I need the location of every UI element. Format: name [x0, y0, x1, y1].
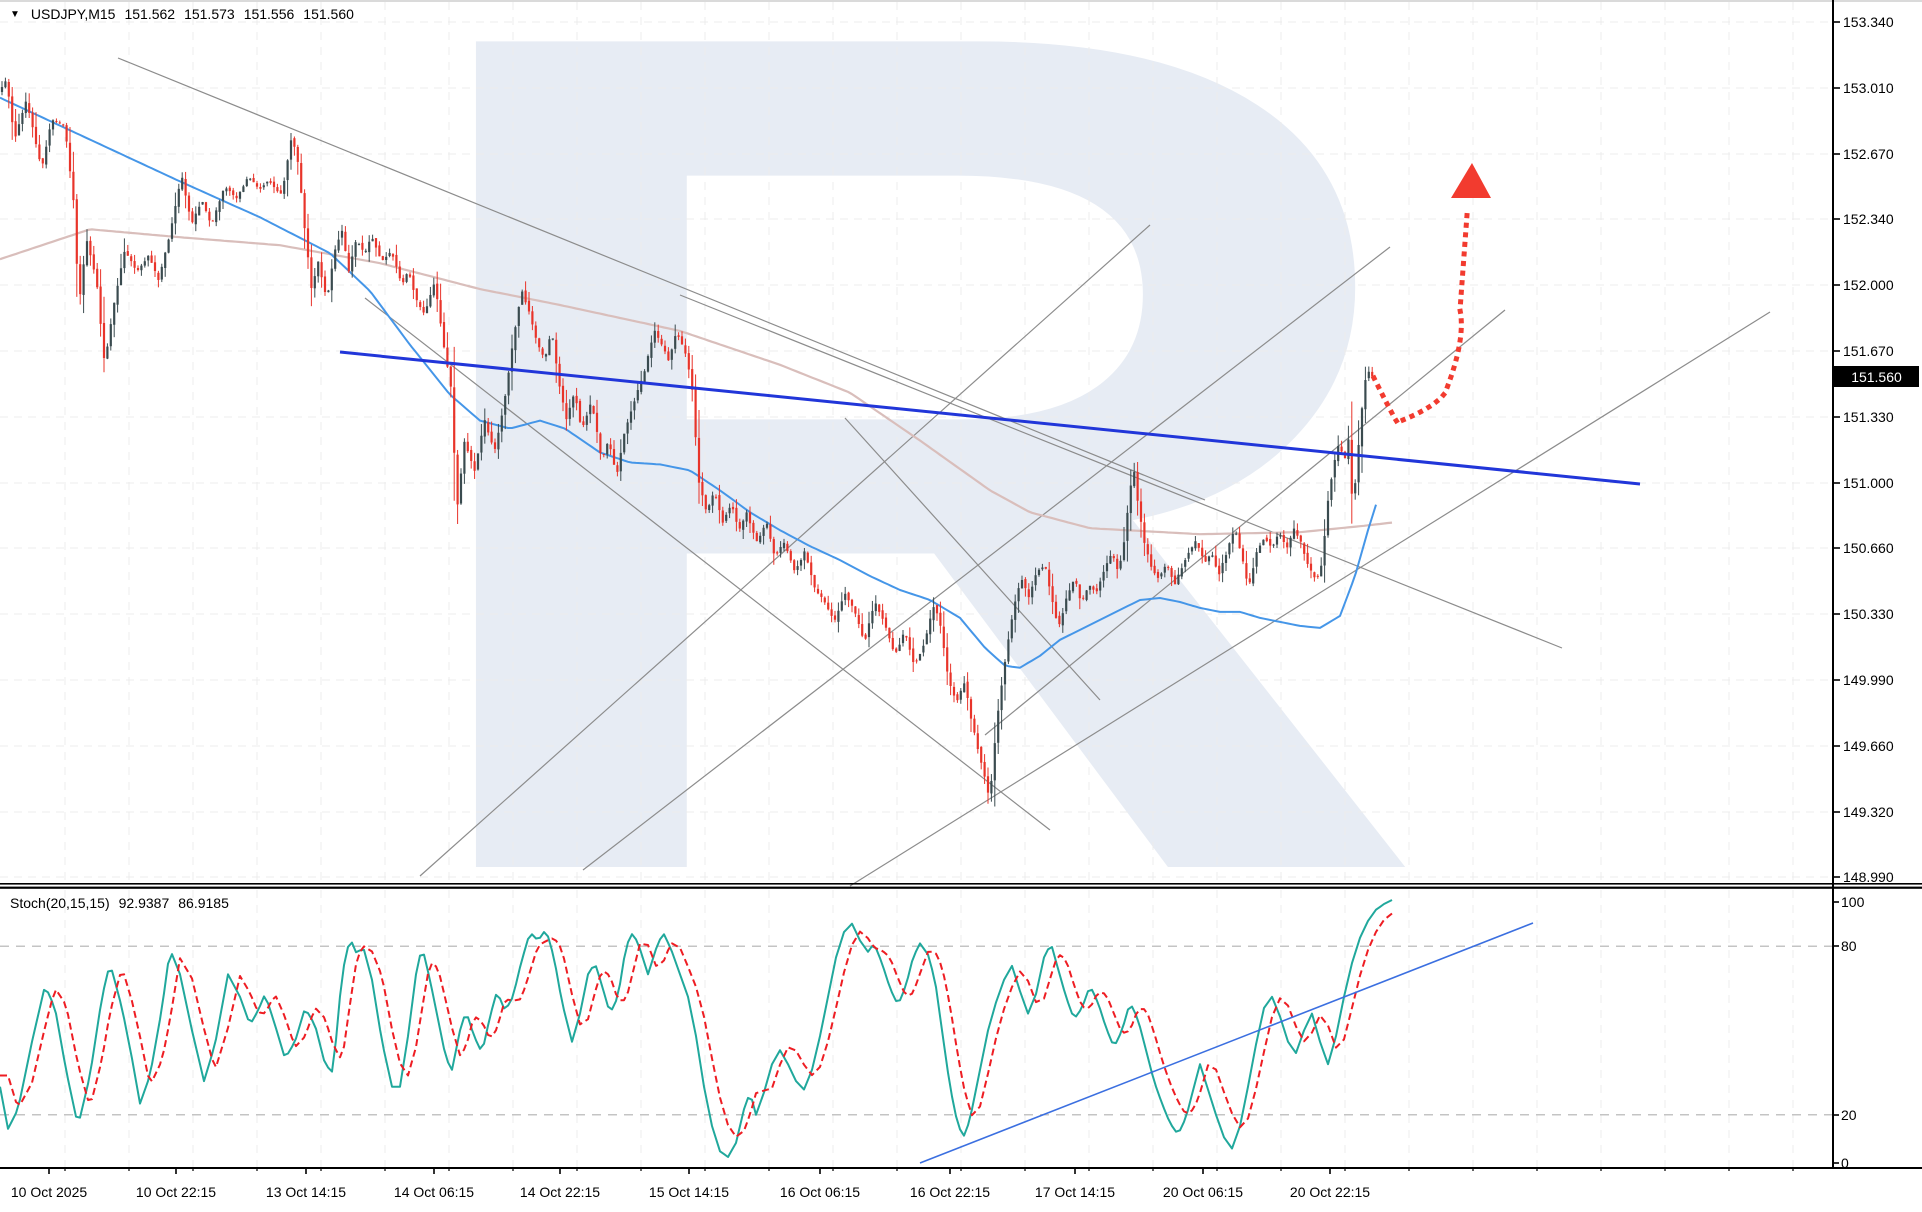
- stoch-k-value: 92.9387: [118, 895, 170, 911]
- quote-low: 151.556: [243, 6, 295, 22]
- quote-high: 151.573: [184, 6, 235, 22]
- time-axis-label: 10 Oct 2025: [10, 1184, 88, 1200]
- time-axis-label: 13 Oct 14:15: [265, 1184, 347, 1200]
- price-axis-label: 152.000: [1843, 277, 1894, 293]
- time-axis-label: 20 Oct 22:15: [1289, 1184, 1371, 1200]
- price-axis-label: 151.330: [1843, 409, 1894, 425]
- price-axis-label: 151.000: [1843, 475, 1894, 491]
- price-axis-label: 150.330: [1843, 606, 1894, 622]
- stoch-d-value: 86.9185: [178, 895, 229, 911]
- stochastic-indicator-label: Stoch(20,15,15) 92.9387 86.9185: [10, 895, 229, 911]
- current-price-tag: 151.560: [1834, 366, 1919, 387]
- quote-open: 151.562: [124, 6, 176, 22]
- symbol-header: ▼ USDJPY,M15 151.562 151.573 151.556 151…: [10, 6, 354, 22]
- price-axis-label: 153.010: [1843, 80, 1894, 96]
- stoch-axis-label: 80: [1841, 938, 1857, 954]
- stoch-axis-label: 20: [1841, 1107, 1857, 1123]
- time-axis-label: 14 Oct 22:15: [519, 1184, 601, 1200]
- symbol-title: USDJPY,M15: [30, 6, 116, 22]
- quote-close: 151.560: [303, 6, 354, 22]
- price-axis-label: 151.670: [1843, 343, 1894, 359]
- stoch-axis-label: 0: [1841, 1155, 1849, 1171]
- broker-watermark-letter: R: [378, 0, 1436, 1122]
- time-axis-label: 16 Oct 22:15: [909, 1184, 991, 1200]
- time-axis-label: 17 Oct 14:15: [1034, 1184, 1116, 1200]
- price-axis-label: 152.340: [1843, 211, 1894, 227]
- time-axis-label: 20 Oct 06:15: [1162, 1184, 1244, 1200]
- stoch-axis-label: 100: [1841, 894, 1865, 910]
- price-axis-label: 149.990: [1843, 672, 1894, 688]
- price-axis-label: 149.660: [1843, 738, 1894, 754]
- price-axis-label: 153.340: [1843, 14, 1894, 30]
- price-axis-label: 152.670: [1843, 146, 1894, 162]
- time-axis-label: 14 Oct 06:15: [393, 1184, 475, 1200]
- price-axis-label: 148.990: [1843, 869, 1894, 885]
- price-axis-label: 150.660: [1843, 540, 1894, 556]
- symbol-dropdown-icon[interactable]: ▼: [10, 8, 20, 20]
- price-axis-label: 149.320: [1843, 804, 1894, 820]
- time-axis-label: 16 Oct 06:15: [779, 1184, 861, 1200]
- time-axis-label: 15 Oct 14:15: [648, 1184, 730, 1200]
- stoch-name: Stoch(20,15,15): [10, 895, 110, 911]
- time-axis-label: 10 Oct 22:15: [135, 1184, 217, 1200]
